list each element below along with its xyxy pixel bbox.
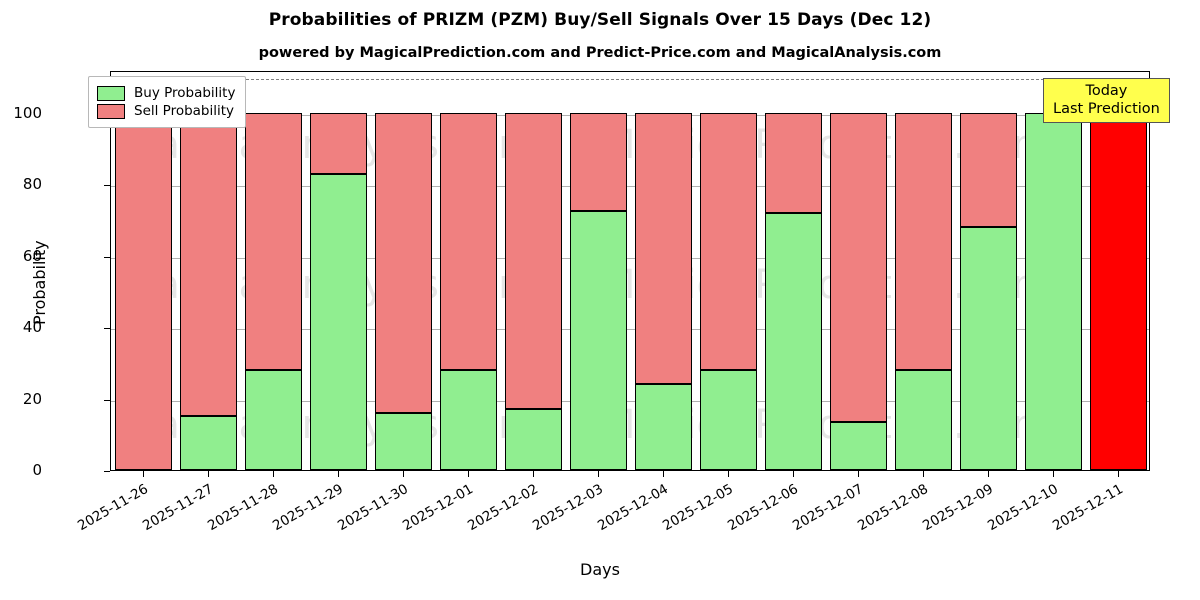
gridline-100 xyxy=(111,114,1149,116)
bar-column[interactable] xyxy=(439,70,498,470)
bar-segment-buy[interactable] xyxy=(309,173,368,470)
x-axis-tick-mark xyxy=(337,471,339,477)
x-axis-tick-mark xyxy=(727,471,729,477)
bar-segment-buy[interactable] xyxy=(959,227,1018,470)
bar-segment-sell[interactable] xyxy=(504,112,563,410)
bar-segment-sell[interactable] xyxy=(959,112,1018,228)
x-axis-tick-mark xyxy=(532,471,534,477)
bar-column[interactable] xyxy=(764,70,823,470)
today-annotation-line1: Today xyxy=(1085,83,1128,99)
threshold-dashed-line xyxy=(111,79,1149,81)
legend-swatch-buy xyxy=(97,85,125,101)
y-axis-tick-mark xyxy=(104,399,110,401)
bar-segment-sell[interactable] xyxy=(244,112,303,370)
y-axis-tick-mark xyxy=(104,328,110,330)
bar-segment-sell[interactable] xyxy=(699,112,758,370)
bar-segment-sell[interactable] xyxy=(309,112,368,174)
legend-item-buy[interactable]: Buy Probability xyxy=(97,85,235,101)
legend-item-sell[interactable]: Sell Probability xyxy=(97,103,235,119)
x-axis-tick-mark xyxy=(207,471,209,477)
chart-subtitle: powered by MagicalPrediction.com and Pre… xyxy=(258,45,942,61)
y-axis-tick-label: 40 xyxy=(22,318,42,337)
y-axis-tick-label: 80 xyxy=(22,175,42,194)
today-annotation: Today Last Prediction xyxy=(1043,78,1170,124)
bar-segment-sell[interactable] xyxy=(374,112,433,413)
bar-column[interactable] xyxy=(634,70,693,470)
bar-segment-sell[interactable] xyxy=(894,112,953,370)
gridline-40 xyxy=(111,329,1149,331)
y-axis-tick-label: 60 xyxy=(22,246,42,265)
bar-column[interactable] xyxy=(959,70,1018,470)
bar-column[interactable] xyxy=(309,70,368,470)
bar-segment-sell[interactable] xyxy=(829,112,888,422)
bar-segment-buy[interactable] xyxy=(569,211,628,470)
legend-swatch-sell xyxy=(97,103,125,119)
bar-segment-buy[interactable] xyxy=(439,370,498,470)
bar-segment-buy[interactable] xyxy=(894,370,953,470)
bar-segment-sell[interactable] xyxy=(764,112,823,213)
bar-segment-sell[interactable] xyxy=(634,112,693,385)
gridline-60 xyxy=(111,257,1149,259)
bar-column[interactable] xyxy=(374,70,433,470)
bar-segment-buy[interactable] xyxy=(699,370,758,470)
y-axis-tick-mark xyxy=(104,256,110,258)
bar-segment-buy[interactable] xyxy=(504,409,563,470)
y-axis-tick-mark xyxy=(104,185,110,187)
bar-column[interactable] xyxy=(569,70,628,470)
x-axis-tick-mark xyxy=(792,471,794,477)
x-axis-tick-mark xyxy=(922,471,924,477)
bar-segment-sell[interactable] xyxy=(179,112,238,417)
chart-legend[interactable]: Buy Probability Sell Probability xyxy=(88,76,247,128)
bar-column[interactable] xyxy=(179,70,238,470)
bar-segment-buy[interactable] xyxy=(244,370,303,470)
bar-column[interactable] xyxy=(1089,70,1148,470)
bar-column[interactable] xyxy=(244,70,303,470)
x-axis-tick-mark xyxy=(662,471,664,477)
gridline-80 xyxy=(111,186,1149,188)
bar-column[interactable] xyxy=(114,70,173,470)
x-axis-tick-mark xyxy=(597,471,599,477)
y-axis-tick-label: 20 xyxy=(22,389,42,408)
bar-segment-buy[interactable] xyxy=(829,421,888,470)
bar-column[interactable] xyxy=(1024,70,1083,470)
bar-segment-sell[interactable] xyxy=(439,112,498,370)
bar-segment-buy[interactable] xyxy=(179,416,238,470)
bar-segment-buy[interactable] xyxy=(1024,112,1083,470)
y-axis-tick-label: 100 xyxy=(13,103,42,122)
x-axis-tick-mark xyxy=(272,471,274,477)
bar-segment-buy[interactable] xyxy=(764,212,823,470)
x-axis-label: Days xyxy=(580,560,620,579)
x-axis-tick-mark xyxy=(1117,471,1119,477)
x-axis-tick-mark xyxy=(142,471,144,477)
legend-label-sell: Sell Probability xyxy=(134,103,235,119)
bar-segment-today[interactable] xyxy=(1089,112,1148,470)
bars-layer xyxy=(111,72,1149,470)
plot-area: MagicalAnalysis.comMagicalPrediction.com… xyxy=(110,71,1150,471)
legend-label-buy: Buy Probability xyxy=(134,85,236,101)
bar-segment-sell[interactable] xyxy=(114,112,173,470)
today-annotation-line2: Last Prediction xyxy=(1053,101,1160,118)
bar-segment-buy[interactable] xyxy=(634,384,693,470)
bar-column[interactable] xyxy=(829,70,888,470)
x-axis-tick-mark xyxy=(1052,471,1054,477)
y-axis-tick-mark xyxy=(104,471,110,473)
x-axis-tick-mark xyxy=(467,471,469,477)
x-axis-tick-mark xyxy=(987,471,989,477)
bar-segment-sell[interactable] xyxy=(569,112,628,212)
bar-column[interactable] xyxy=(699,70,758,470)
chart-title: Probabilities of PRIZM (PZM) Buy/Sell Si… xyxy=(268,10,932,30)
x-axis-tick-mark xyxy=(402,471,404,477)
bar-column[interactable] xyxy=(894,70,953,470)
y-axis-tick-label: 0 xyxy=(32,461,42,479)
bar-segment-buy[interactable] xyxy=(374,412,433,470)
gridline-20 xyxy=(111,400,1149,402)
bar-column[interactable] xyxy=(504,70,563,470)
x-axis-tick-mark xyxy=(857,471,859,477)
